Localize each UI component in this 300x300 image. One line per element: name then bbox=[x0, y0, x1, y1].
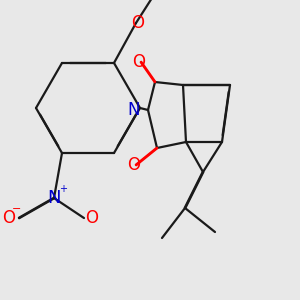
Text: N: N bbox=[128, 101, 140, 119]
Text: N: N bbox=[47, 189, 61, 207]
Text: O: O bbox=[133, 53, 146, 71]
Text: O: O bbox=[85, 209, 98, 227]
Text: O: O bbox=[128, 156, 140, 174]
Text: −: − bbox=[12, 204, 22, 214]
Text: O: O bbox=[131, 14, 145, 32]
Text: O: O bbox=[2, 209, 16, 227]
Text: +: + bbox=[59, 184, 67, 194]
